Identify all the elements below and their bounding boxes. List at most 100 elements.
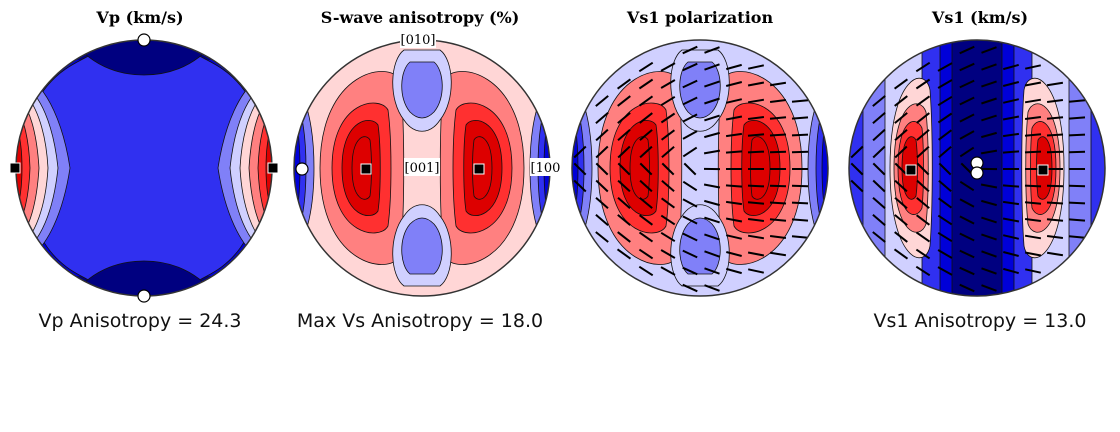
polarization-tick	[660, 129, 676, 141]
axis-label-100: [100]	[531, 161, 560, 176]
polarization-tick	[747, 98, 765, 104]
polarization-tick	[682, 215, 698, 225]
polarization-tick	[660, 266, 676, 276]
polarization-tick	[959, 266, 975, 276]
polarization-tick	[682, 130, 698, 140]
polarization-tick	[639, 179, 653, 193]
polarization-tick	[617, 197, 631, 209]
polarization-tick	[981, 46, 997, 54]
polarization-tick	[959, 79, 975, 89]
polarization-tick	[595, 214, 609, 226]
vs1-polarization-ticks	[850, 45, 1086, 293]
polarization-tick	[937, 79, 953, 89]
polarization-tick	[639, 112, 653, 124]
polarization-tick	[1024, 268, 1042, 274]
polarization-tick	[872, 95, 886, 107]
polarization-tick	[638, 95, 654, 107]
polarization-tick	[1068, 133, 1086, 137]
polarization-tick	[791, 218, 809, 222]
polarization-tick	[639, 129, 653, 141]
panel-caption: Vp Anisotropy = 24.3	[38, 310, 242, 332]
polarization-tick	[894, 128, 908, 142]
polarization-tick	[617, 78, 631, 90]
polarization-tick	[915, 78, 931, 90]
max-square-marker	[267, 162, 279, 174]
polarization-tick	[937, 266, 953, 276]
polarization-tick	[769, 133, 787, 137]
polarization-tick	[769, 251, 787, 257]
polarization-tick	[660, 112, 676, 124]
polarization-tick	[915, 231, 931, 243]
polarization-tick	[981, 233, 997, 241]
polarization-tick	[1046, 150, 1064, 154]
vp-pole-figure	[9, 33, 279, 303]
polarization-tick	[937, 129, 953, 141]
polarization-tick	[1046, 201, 1064, 205]
polarization-tick	[725, 98, 743, 104]
polarization-tick	[617, 162, 631, 176]
polarization-tick	[850, 179, 864, 193]
polarization-tick	[682, 113, 698, 123]
polarization-tick	[959, 62, 975, 72]
min-circle-marker	[295, 162, 309, 176]
polarization-tick	[915, 95, 931, 107]
polarization-tick	[1046, 251, 1064, 257]
polarization-tick	[682, 198, 698, 208]
polarization-tick	[894, 78, 908, 90]
polarization-tick	[915, 248, 931, 260]
polarization-tick	[959, 45, 975, 55]
polarization-tick	[981, 80, 997, 88]
polarization-tick	[639, 162, 653, 176]
polarization-tick	[725, 200, 743, 206]
polarization-tick	[1024, 234, 1042, 240]
polarization-tick	[660, 214, 676, 226]
panel-title: S-wave anisotropy (%)	[320, 8, 520, 27]
panel-title: Vp (km/s)	[96, 8, 184, 27]
polarization-tick	[791, 133, 809, 137]
polarization-tick	[1046, 99, 1064, 103]
polarization-tick	[872, 128, 886, 142]
max-square-marker	[905, 164, 917, 176]
polarization-contours	[572, 40, 828, 296]
polarization-tick	[1024, 116, 1042, 120]
polarization-tick	[595, 95, 609, 107]
axis-label-001: [001]	[405, 161, 440, 176]
polarization-tick	[1046, 184, 1064, 188]
polarization-tick	[937, 214, 953, 226]
polarization-tick	[617, 214, 631, 226]
polarization-tick	[937, 249, 953, 259]
polarization-tick	[682, 62, 698, 72]
polarization-tick	[726, 251, 742, 257]
polarization-tick	[595, 128, 609, 142]
min-circle-marker	[137, 33, 151, 47]
polarization-tick	[916, 197, 930, 209]
polarization-tick	[682, 266, 698, 276]
polarization-tick	[616, 248, 632, 260]
polarization-tick	[660, 62, 676, 72]
polarization-tick	[769, 235, 787, 239]
polarization-tick	[725, 217, 743, 223]
polarization-tick	[639, 145, 653, 159]
polarization-tick	[617, 145, 631, 159]
polarization-tick	[894, 162, 908, 176]
polarization-tick	[959, 96, 975, 106]
polarization-tick	[1002, 200, 1020, 206]
polarization-tick	[1046, 133, 1064, 137]
max-square-marker	[360, 163, 372, 175]
polarization-tick	[1024, 150, 1042, 154]
polarization-tick	[1068, 99, 1086, 103]
net-outline	[848, 39, 1106, 297]
polarization-tick	[595, 112, 609, 124]
panel-vs1: Vs1 (km/s) Vs1 Anisotropy = 13.0	[840, 0, 1120, 432]
polarization-tick	[747, 116, 765, 120]
min-circle-marker	[137, 289, 151, 303]
polarization-tick	[704, 80, 720, 88]
polarization-tick	[725, 150, 743, 154]
polarization-tick	[682, 45, 698, 55]
polarization-tick	[916, 112, 930, 124]
polarization-tick	[959, 249, 975, 259]
polarization-ticks	[573, 45, 809, 293]
polarization-tick	[639, 197, 653, 209]
polarization-tick	[981, 284, 997, 292]
polarization-tick	[959, 283, 975, 293]
